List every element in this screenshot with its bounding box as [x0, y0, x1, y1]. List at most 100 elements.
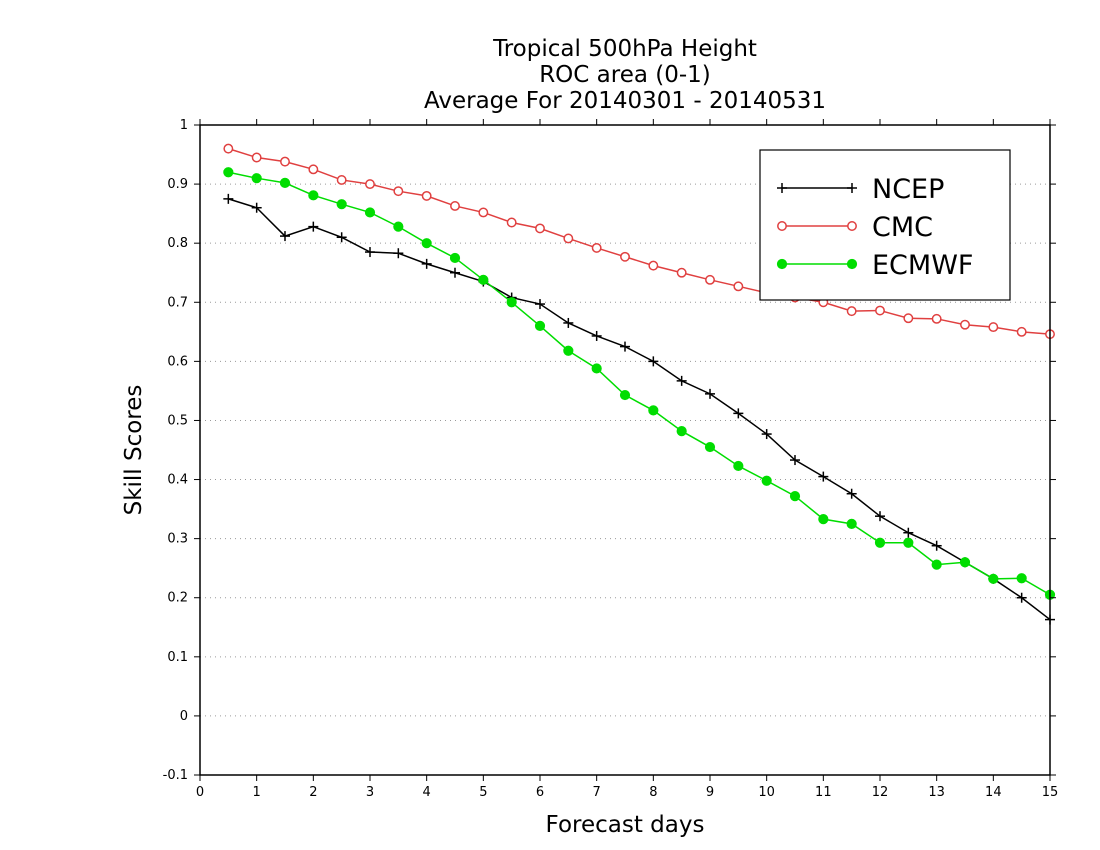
- data-point-ecmwf: [931, 559, 942, 570]
- data-point-cmc: [931, 313, 942, 324]
- legend-marker-ncep: [777, 183, 787, 193]
- data-point-ncep: [705, 388, 715, 399]
- data-point-ncep: [336, 232, 347, 243]
- data-point-ecmwf: [449, 252, 461, 264]
- data-point-cmc: [421, 190, 432, 201]
- series-ecmwf: [223, 167, 1056, 600]
- legend-marker-cmc: [777, 221, 787, 231]
- x-tick-label: 10: [758, 785, 775, 800]
- data-point-ecmwf: [591, 363, 602, 374]
- data-point-ncep: [903, 527, 914, 538]
- data-point-cmc: [393, 186, 404, 197]
- legend-label-ncep: NCEP: [872, 174, 944, 205]
- axes: -0.100.10.20.30.40.50.60.70.80.910 1 2 3 4 5 6…: [163, 118, 1059, 800]
- data-point-cmc: [733, 281, 744, 292]
- data-point-ecmwf: [478, 274, 489, 285]
- data-point-ecmwf: [903, 537, 914, 548]
- data-point-cmc: [251, 152, 262, 163]
- data-point-ncep: [846, 488, 857, 499]
- data-point-ncep: [223, 193, 234, 204]
- data-point-ecmwf: [818, 514, 829, 525]
- x-tick-label: 13: [928, 785, 945, 800]
- y-tick-label: 0.3: [167, 532, 188, 547]
- plot-frame: [199, 124, 1051, 776]
- data-point-ecmwf: [534, 320, 546, 332]
- x-axis-label: Forecast days: [546, 812, 705, 838]
- data-point-ecmwf: [648, 405, 659, 416]
- data-point-cmc: [1016, 326, 1027, 337]
- data-point-ncep: [421, 258, 432, 269]
- data-point-cmc: [591, 242, 602, 253]
- data-point-ncep: [620, 341, 630, 352]
- data-point-ecmwf: [308, 190, 319, 201]
- y-tick-label: 0.9: [167, 177, 188, 192]
- data-point-ncep: [280, 231, 290, 242]
- y-tick-label: 0.7: [167, 295, 188, 310]
- x-tick-label: 14: [985, 785, 1002, 800]
- data-point-ecmwf: [279, 177, 291, 189]
- data-point-ncep: [790, 455, 800, 466]
- data-point-ecmwf: [959, 557, 971, 568]
- data-point-ncep: [393, 248, 404, 259]
- data-point-ecmwf: [846, 518, 857, 529]
- y-tick-label: 0.8: [167, 236, 188, 251]
- x-tick-label: 7: [593, 785, 601, 800]
- y-tick-label: 0.4: [167, 473, 188, 488]
- data-point-ncep: [648, 356, 659, 367]
- data-point-ecmwf: [874, 537, 886, 548]
- data-point-cmc: [875, 305, 885, 316]
- data-point-ncep: [818, 471, 829, 482]
- legend-marker-ecmwf: [846, 258, 858, 270]
- data-point-cmc: [846, 306, 857, 317]
- chart-title-line-2: ROC area (0-1): [539, 62, 711, 88]
- data-point-cmc: [478, 207, 489, 218]
- data-point-ncep: [591, 330, 602, 341]
- series-line-ncep: [228, 198, 1051, 621]
- data-point-cmc: [903, 313, 914, 324]
- data-point-cmc: [676, 267, 687, 278]
- legend-marker-ecmwf: [776, 258, 788, 270]
- data-point-ecmwf: [676, 425, 687, 437]
- legend-label-cmc: CMC: [872, 212, 933, 243]
- data-point-cmc: [648, 260, 659, 271]
- y-axis-label: Skill Scores: [121, 385, 147, 516]
- data-point-cmc: [223, 143, 234, 154]
- data-point-ncep: [875, 511, 885, 522]
- data-point-ecmwf: [506, 297, 517, 308]
- chart-title-line-1: Tropical 500hPa Height: [493, 36, 757, 62]
- legend-item-ecmwf: ECMWF: [776, 250, 973, 281]
- legend-item-ncep: NCEP: [777, 174, 944, 205]
- x-tick-label: 2: [309, 785, 317, 800]
- data-point-ecmwf: [988, 573, 999, 584]
- data-point-ncep: [308, 221, 319, 232]
- x-tick-label: 11: [815, 785, 832, 800]
- data-point-ncep: [251, 202, 262, 213]
- data-point-cmc: [450, 201, 460, 211]
- y-tick-label: -0.1: [163, 768, 188, 783]
- data-point-ecmwf: [1016, 573, 1027, 584]
- data-point-cmc: [506, 217, 517, 228]
- data-point-cmc: [960, 319, 970, 330]
- data-point-ecmwf: [563, 345, 574, 356]
- data-point-cmc: [280, 156, 290, 167]
- data-point-cmc: [563, 233, 574, 244]
- x-tick-label: 6: [536, 785, 544, 800]
- data-point-ecmwf: [251, 173, 262, 184]
- data-point-ecmwf: [421, 238, 432, 249]
- data-point-cmc: [620, 251, 630, 262]
- data-point-cmc: [705, 274, 715, 285]
- x-tick-label: 8: [649, 785, 657, 800]
- x-tick-label: 15: [1042, 785, 1059, 800]
- x-tick-label: 4: [423, 785, 431, 800]
- data-point-ncep: [450, 267, 460, 278]
- data-point-ecmwf: [619, 389, 631, 401]
- data-point-ncep: [761, 429, 772, 440]
- data-point-ncep: [931, 540, 942, 551]
- data-point-ncep: [676, 375, 687, 386]
- data-point-ncep: [535, 299, 545, 310]
- data-point-ecmwf: [733, 460, 744, 472]
- x-tick-label: 12: [872, 785, 889, 800]
- data-point-ncep: [563, 317, 574, 328]
- data-point-cmc: [988, 322, 999, 333]
- legend-marker-cmc: [847, 221, 857, 231]
